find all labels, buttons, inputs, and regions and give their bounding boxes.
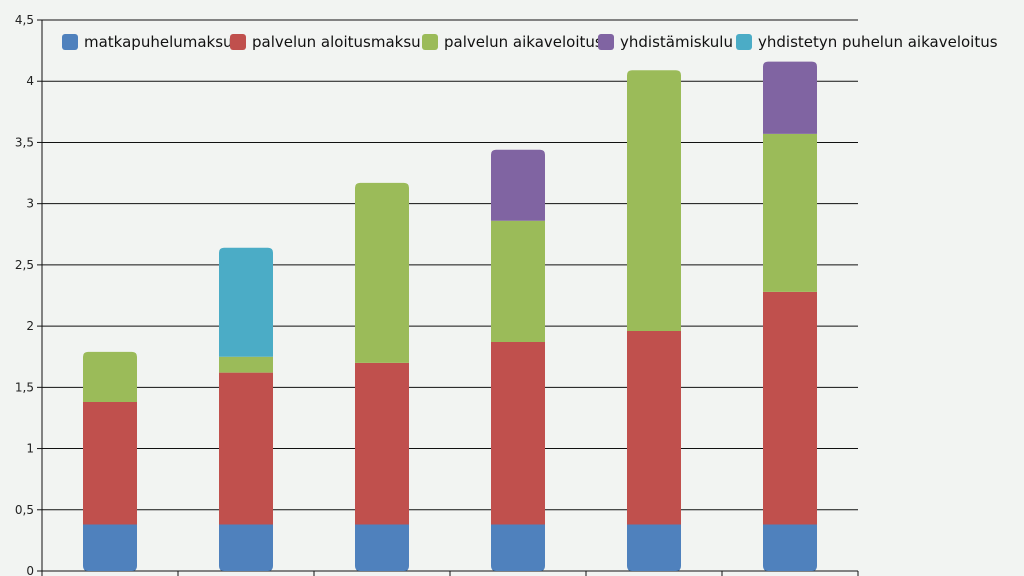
gridlines [42,19,858,572]
y-tick-label: 1,5 [15,380,34,394]
bar-segment-yhdistämiskulu [491,149,545,221]
bar-segment-matkapuhelumaksu [627,524,681,571]
bar-segment-matkapuhelumaksu [355,524,409,571]
legend-label: palvelun aloitusmaksu [252,33,421,51]
bar-segment-yhdistämiskulu [763,61,817,134]
bar-segment-palvelun-aloitusmaksu [763,291,817,525]
bar-segment-matkapuhelumaksu [763,524,817,571]
bar-segment-matkapuhelumaksu [219,524,273,571]
bar-segment-palvelun-aikaveloitus [219,356,273,373]
legend-swatch [230,34,246,50]
bar-segment-matkapuhelumaksu [491,524,545,571]
bar-segment-palvelun-aikaveloitus [491,220,545,343]
y-tick-label: 0 [26,564,34,576]
bar-segment-palvelun-aloitusmaksu [491,342,545,525]
bar-segment-palvelun-aikaveloitus [627,70,681,332]
y-tick-label: 3 [26,197,34,211]
legend-label: palvelun aikaveloitus [444,33,603,51]
y-tick-label: 1 [26,442,34,456]
y-tick-label: 4,5 [15,13,34,27]
y-tick-label: 4 [26,74,34,88]
legend-swatch [62,34,78,50]
y-tick-label: 2,5 [15,258,34,272]
bar-segment-palvelun-aikaveloitus [763,133,817,292]
legend-label: yhdistetyn puhelun aikaveloitus [758,33,998,51]
bar-segment-palvelun-aloitusmaksu [627,331,681,525]
y-tick-label: 0,5 [15,503,34,517]
bar-segment-palvelun-aloitusmaksu [355,362,409,525]
bar-segment-matkapuhelumaksu [83,524,137,571]
bar-segment-palvelun-aloitusmaksu [83,402,137,525]
bar-segment-palvelun-aloitusmaksu [219,372,273,525]
legend-swatch [422,34,438,50]
legend-label: matkapuhelumaksu [84,33,233,51]
legend-swatch [736,34,752,50]
bar-segment-yhdistetyn-puhelun-aikaveloitus [219,247,273,357]
legend-swatch [598,34,614,50]
y-tick-label: 3,5 [15,135,34,149]
legend: matkapuhelumaksu palvelun aloitusmaksu pal… [62,33,998,51]
y-tick-label: 2 [26,319,34,333]
bar-segment-palvelun-aikaveloitus [355,182,409,363]
axes: 0 0,5 1 1,5 2 2,5 3 3,5 4 4,5 [15,13,859,576]
bar-segment-palvelun-aikaveloitus [83,351,137,403]
legend-label: yhdistämiskulu [620,33,733,51]
bars [83,61,817,571]
